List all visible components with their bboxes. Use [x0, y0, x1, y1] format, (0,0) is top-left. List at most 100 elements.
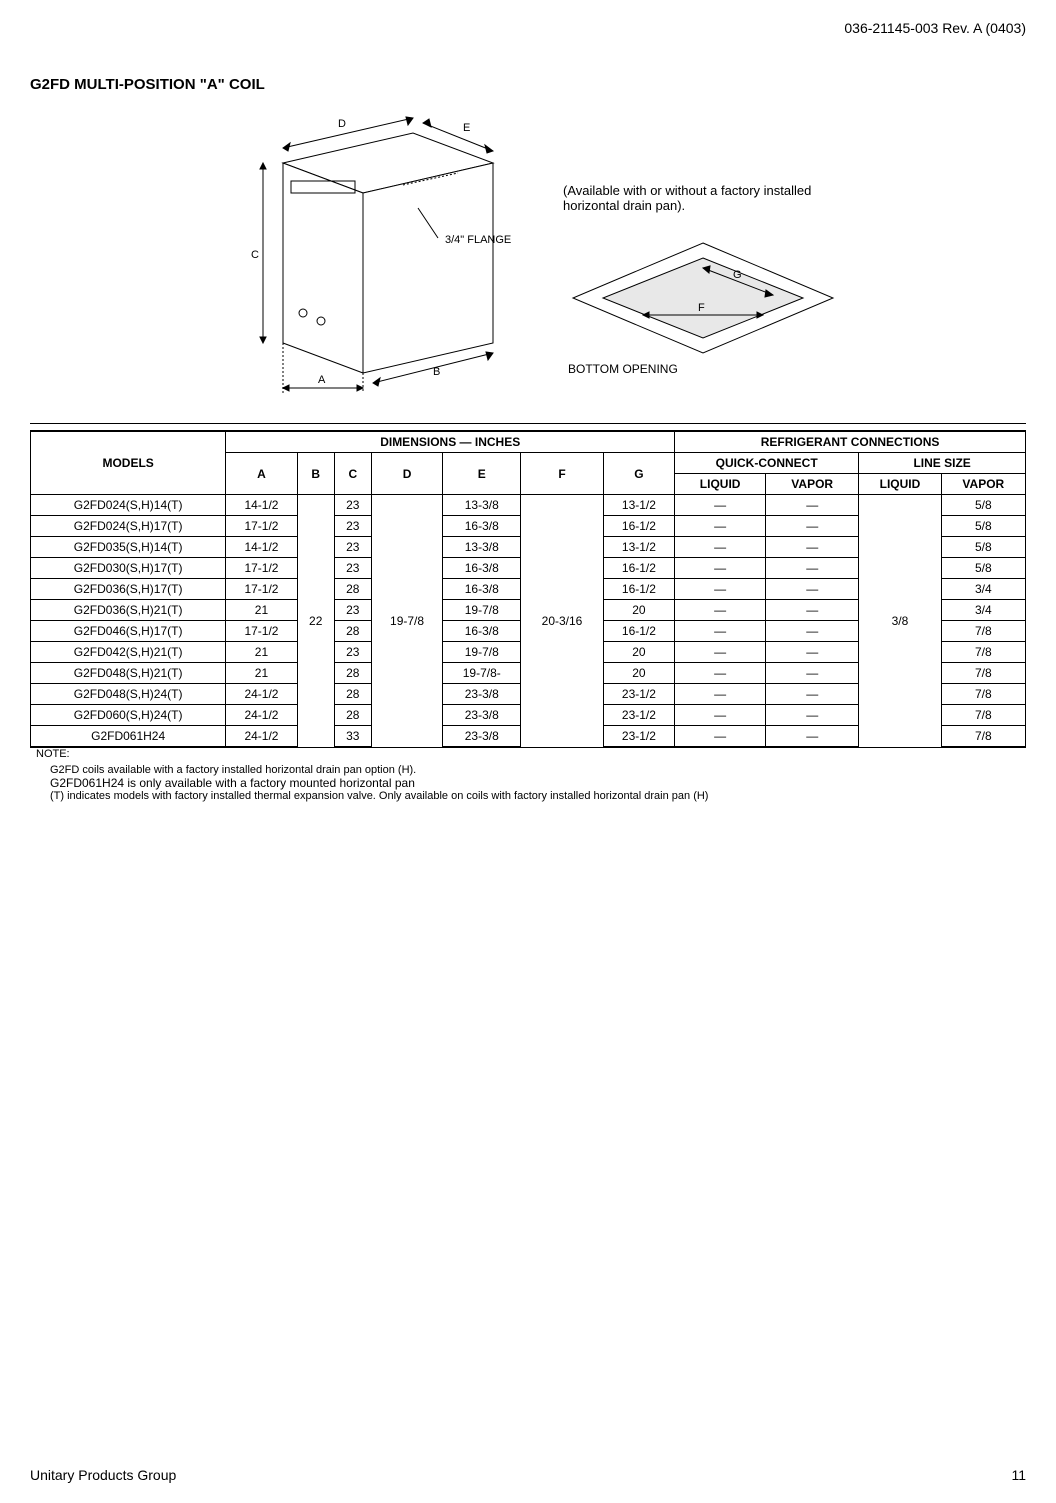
hdr-refrigerant: REFRIGERANT CONNECTIONS	[675, 431, 1026, 453]
table-cell: 7/8	[941, 684, 1025, 705]
table-cell: 28	[334, 621, 371, 642]
section-title: G2FD MULTI-POSITION "A" COIL	[30, 76, 1026, 93]
table-cell: 19-7/8	[443, 642, 521, 663]
table-cell: 24-1/2	[226, 726, 297, 748]
table-cell: 3/8	[859, 495, 941, 748]
table-cell: 7/8	[941, 663, 1025, 684]
table-cell: 16-1/2	[603, 579, 674, 600]
note-1: G2FD coils available with a factory inst…	[50, 764, 1026, 776]
table-cell: 17-1/2	[226, 579, 297, 600]
table-cell: —	[675, 537, 766, 558]
dim-label-e: E	[463, 122, 470, 134]
table-cell: 7/8	[941, 726, 1025, 748]
hdr-col-e: E	[443, 453, 521, 495]
dim-label-a: A	[318, 374, 326, 386]
table-cell: 16-3/8	[443, 579, 521, 600]
table-cell: 13-3/8	[443, 537, 521, 558]
table-cell: 16-3/8	[443, 516, 521, 537]
page-footer: Unitary Products Group 11	[30, 1467, 1026, 1483]
table-cell: G2FD024(S,H)17(T)	[31, 516, 226, 537]
dim-label-b: B	[433, 366, 440, 378]
hdr-line-size: LINE SIZE	[859, 453, 1026, 474]
dim-label-f: F	[698, 302, 705, 314]
table-cell: —	[675, 516, 766, 537]
hdr-quick-connect: QUICK-CONNECT	[675, 453, 859, 474]
table-cell: —	[766, 579, 859, 600]
table-cell: —	[766, 537, 859, 558]
table-cell: 28	[334, 705, 371, 726]
dimensions-table: MODELS DIMENSIONS — INCHES REFRIGERANT C…	[30, 430, 1026, 748]
hdr-col-c: C	[334, 453, 371, 495]
table-cell: 14-1/2	[226, 495, 297, 516]
hdr-dimensions: DIMENSIONS — INCHES	[226, 431, 675, 453]
table-cell: —	[675, 558, 766, 579]
table-cell: G2FD036(S,H)21(T)	[31, 600, 226, 621]
table-cell: —	[766, 642, 859, 663]
table-cell: 3/4	[941, 600, 1025, 621]
hdr-ls-liquid: LIQUID	[859, 474, 941, 495]
table-cell: 19-7/8-	[443, 663, 521, 684]
table-cell: 20	[603, 642, 674, 663]
table-cell: 23-1/2	[603, 726, 674, 748]
table-cell: —	[675, 495, 766, 516]
footer-left: Unitary Products Group	[30, 1467, 176, 1483]
table-cell: 5/8	[941, 537, 1025, 558]
table-cell: 5/8	[941, 495, 1025, 516]
table-cell: 28	[334, 579, 371, 600]
table-cell: 13-3/8	[443, 495, 521, 516]
table-cell: —	[675, 642, 766, 663]
table-cell: 19-7/8	[371, 495, 442, 748]
table-cell: 22	[297, 495, 334, 748]
table-cell: 28	[334, 663, 371, 684]
doc-header: 036-21145-003 Rev. A (0403)	[30, 20, 1026, 36]
table-cell: 17-1/2	[226, 621, 297, 642]
table-cell: G2FD046(S,H)17(T)	[31, 621, 226, 642]
table-cell: —	[675, 705, 766, 726]
table-cell: 23	[334, 537, 371, 558]
table-cell: 23-1/2	[603, 684, 674, 705]
table-cell: G2FD024(S,H)14(T)	[31, 495, 226, 516]
table-cell: 33	[334, 726, 371, 748]
flange-label: 3/4" FLANGE	[445, 234, 511, 246]
table-cell: 5/8	[941, 516, 1025, 537]
hdr-col-g: G	[603, 453, 674, 495]
table-cell: G2FD036(S,H)17(T)	[31, 579, 226, 600]
table-cell: 23-1/2	[603, 705, 674, 726]
table-cell: 23	[334, 558, 371, 579]
table-cell: —	[766, 705, 859, 726]
table-cell: —	[675, 684, 766, 705]
table-cell: —	[766, 495, 859, 516]
table-cell: 23	[334, 495, 371, 516]
table-cell: 23-3/8	[443, 684, 521, 705]
table-cell: 17-1/2	[226, 558, 297, 579]
table-cell: 23	[334, 642, 371, 663]
table-cell: 16-1/2	[603, 558, 674, 579]
hdr-models: MODELS	[31, 431, 226, 495]
table-cell: 21	[226, 663, 297, 684]
table-cell: 23-3/8	[443, 705, 521, 726]
notes-block: G2FD coils available with a factory inst…	[30, 764, 1026, 802]
table-cell: 23	[334, 516, 371, 537]
table-cell: 7/8	[941, 705, 1025, 726]
table-cell: 7/8	[941, 621, 1025, 642]
table-cell: 21	[226, 600, 297, 621]
table-cell: 16-1/2	[603, 621, 674, 642]
hdr-col-d: D	[371, 453, 442, 495]
table-cell: —	[766, 726, 859, 748]
table-cell: —	[675, 579, 766, 600]
table-cell: G2FD060(S,H)24(T)	[31, 705, 226, 726]
table-cell: G2FD042(S,H)21(T)	[31, 642, 226, 663]
table-cell: G2FD048(S,H)21(T)	[31, 663, 226, 684]
dim-label-c: C	[251, 249, 259, 261]
table-cell: 20	[603, 663, 674, 684]
table-cell: G2FD061H24	[31, 726, 226, 748]
table-cell: 19-7/8	[443, 600, 521, 621]
hdr-col-f: F	[521, 453, 603, 495]
table-cell: —	[766, 516, 859, 537]
table-cell: —	[766, 663, 859, 684]
bottom-opening-label: BOTTOM OPENING	[568, 362, 678, 376]
hdr-qc-liquid: LIQUID	[675, 474, 766, 495]
table-cell: —	[766, 621, 859, 642]
diagram-note: (Available with or without a factory ins…	[563, 183, 833, 213]
table-cell: 21	[226, 642, 297, 663]
